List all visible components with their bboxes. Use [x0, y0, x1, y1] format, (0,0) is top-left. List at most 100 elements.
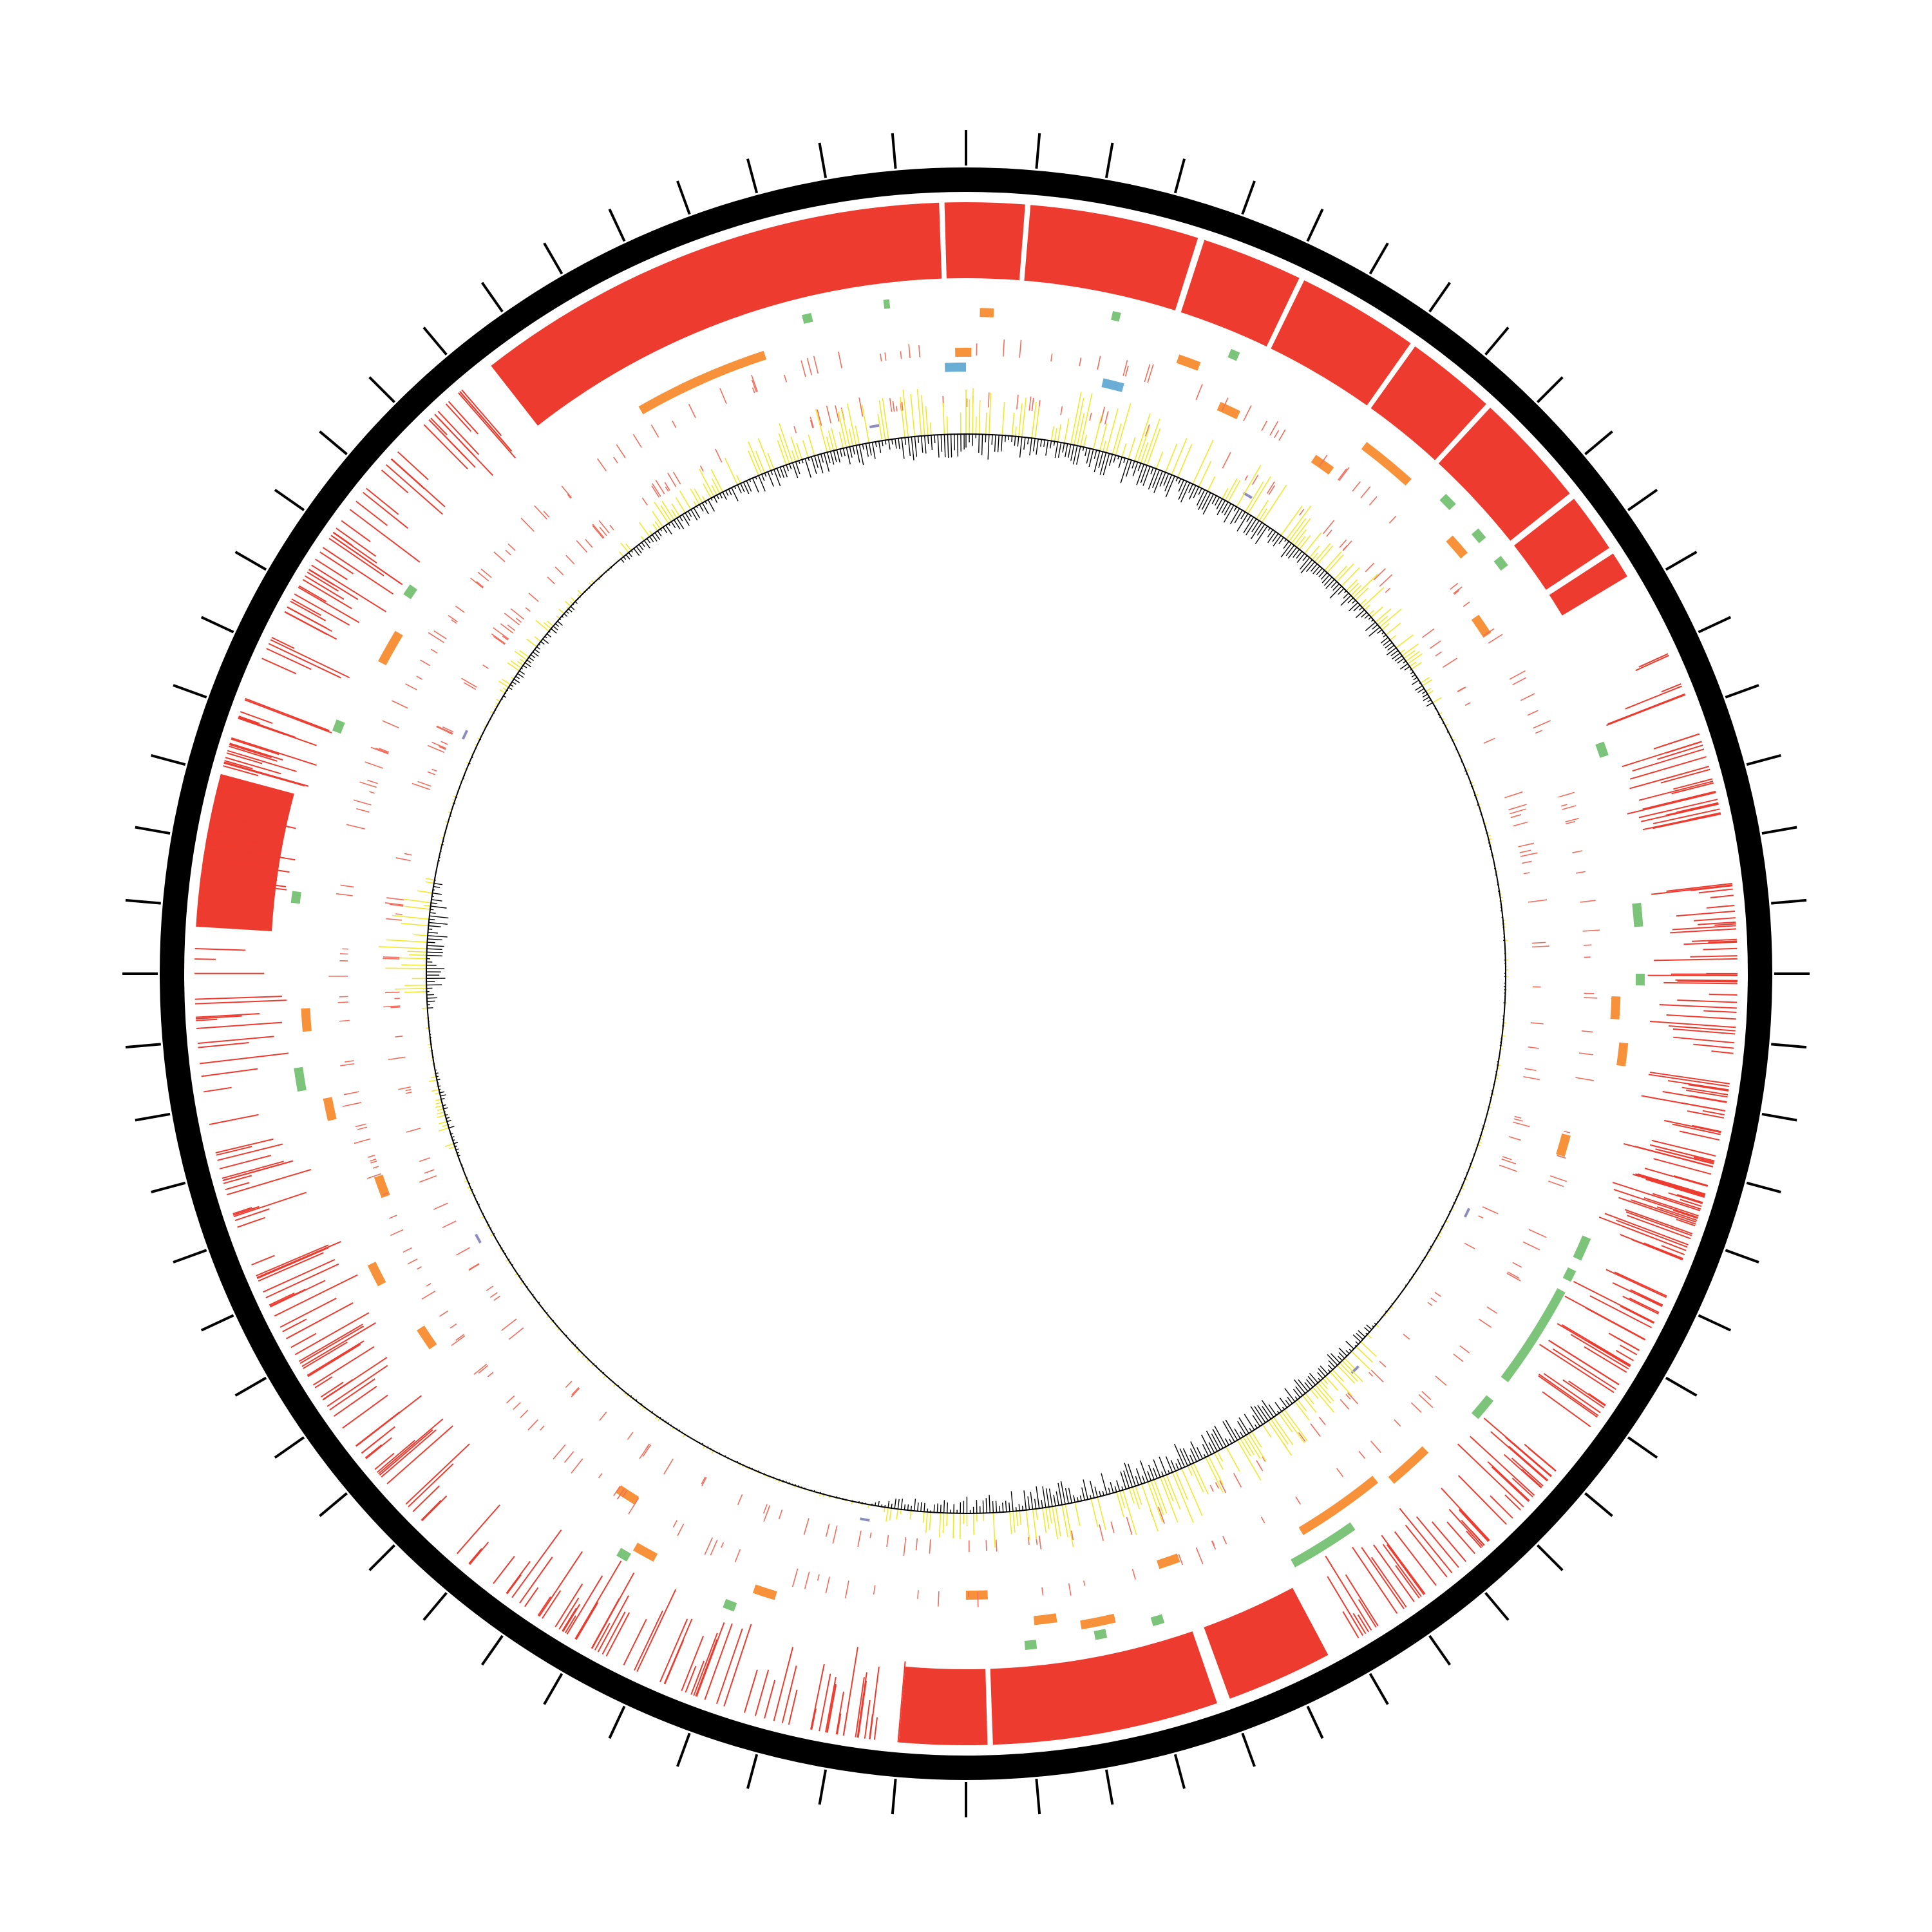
red-gene: [493, 636, 506, 645]
gc-positive-bar: [1155, 451, 1164, 469]
gc-positive-bar: [1181, 1468, 1203, 1516]
gc-positive-bar: [1171, 438, 1188, 475]
similarity-line: [1666, 882, 1732, 892]
gc-positive-bar: [1310, 1388, 1319, 1399]
gc-negative-bar: [665, 525, 672, 535]
red-gene: [1575, 1077, 1594, 1081]
similarity-line: [228, 745, 278, 762]
gc-positive-bar: [1035, 1508, 1038, 1520]
gc-positive-bar: [1355, 587, 1369, 601]
gc-positive-bar: [1364, 604, 1370, 611]
feature-mark: [1350, 1365, 1359, 1374]
gc-negative-bar: [1229, 508, 1240, 525]
red-gene: [1274, 430, 1280, 439]
red-gene: [1097, 355, 1101, 370]
red-gene: [1501, 1158, 1517, 1165]
red-gene: [1504, 791, 1523, 799]
gc-negative-bar: [1165, 1456, 1173, 1473]
gc-positive-bar: [1330, 1371, 1353, 1397]
similarity-line: [842, 1712, 848, 1736]
similarity-line: [1706, 904, 1735, 909]
gc-negative-bar: [427, 1007, 433, 1009]
gc-negative-bar: [1293, 549, 1300, 558]
similarity-line: [575, 1602, 599, 1640]
similarity-line: [1708, 940, 1737, 943]
similarity-line: [1673, 778, 1713, 790]
gc-negative-bar: [1082, 447, 1084, 451]
green-gene: [802, 312, 813, 324]
similarity-line: [1570, 1334, 1629, 1370]
similarity-line: [1650, 1021, 1736, 1028]
gc-negative-bar: [1272, 533, 1279, 542]
red-gene: [431, 741, 446, 749]
similarity-line: [562, 1604, 581, 1633]
gc-negative-bar: [427, 945, 444, 947]
similarity-line: [291, 598, 321, 616]
gc-positive-bar: [1063, 418, 1070, 444]
similarity-line: [1568, 1380, 1606, 1406]
red-gene: [388, 1056, 406, 1061]
similarity-line: [216, 790, 249, 799]
red-gene: [1580, 900, 1596, 903]
gc-positive-bar: [661, 500, 675, 520]
scale-tick: [1746, 754, 1781, 766]
gc-negative-bar: [1010, 1491, 1014, 1511]
red-gene: [395, 1036, 403, 1037]
similarity-line: [421, 1500, 442, 1521]
gc-negative-bar: [1086, 448, 1091, 464]
gc-positive-bar: [791, 450, 797, 462]
gc-negative-bar: [1325, 579, 1335, 589]
gc-positive-bar: [1159, 1477, 1179, 1523]
red-gene: [502, 636, 509, 641]
gc-negative-bar: [690, 509, 698, 521]
gc-negative-bar: [1053, 1494, 1056, 1506]
red-gene: [1518, 842, 1535, 848]
gc-positive-bar: [724, 457, 738, 486]
red-gene: [344, 1091, 359, 1095]
gc-negative-bar: [446, 1120, 451, 1122]
similarity-line: [1511, 1457, 1544, 1486]
gc-negative-bar: [1182, 1448, 1191, 1465]
gc-negative-bar: [789, 463, 792, 469]
similarity-line: [307, 1343, 361, 1378]
gc-negative-bar: [620, 558, 625, 563]
gc-positive-bar: [712, 478, 721, 494]
similarity-line-track: [194, 389, 1738, 1743]
similarity-line: [299, 1325, 365, 1364]
gc-positive-bar: [1302, 1395, 1317, 1413]
red-gene: [701, 1476, 706, 1484]
gc-negative-bar: [1177, 1459, 1182, 1469]
feature-mark: [1243, 491, 1253, 499]
gc-positive-bar: [755, 451, 766, 473]
gc-negative-bar: [530, 654, 536, 659]
feature-mark: [475, 1233, 482, 1244]
red-gene: [1566, 820, 1576, 825]
red-gene: [520, 517, 535, 532]
similarity-block: [898, 1666, 988, 1746]
gc-positive-bar: [1367, 1334, 1372, 1339]
gc-positive-bar: [1021, 397, 1027, 437]
scale-tick: [1306, 1705, 1324, 1739]
gc-negative-bar: [1338, 1356, 1343, 1361]
gc-positive-bar: [1258, 508, 1267, 521]
backbone-circle: [160, 167, 1772, 1780]
similarity-line: [1703, 947, 1738, 951]
similarity-line: [1416, 1516, 1459, 1568]
similarity-line: [205, 844, 296, 861]
gc-negative-bar: [1116, 1480, 1121, 1492]
gc-negative-bar: [1150, 467, 1154, 475]
red-gene: [1215, 1482, 1220, 1489]
red-gene: [1050, 353, 1053, 362]
gc-positive-bar: [1368, 609, 1375, 616]
similarity-line: [390, 459, 425, 489]
gc-negative-bar: [428, 928, 433, 930]
red-gene: [433, 630, 447, 639]
similarity-line: [1702, 1110, 1725, 1116]
gc-positive-bar: [1236, 464, 1262, 507]
red-gene: [616, 444, 626, 459]
red-gene: [996, 1539, 998, 1552]
similarity-line: [1656, 1179, 1706, 1195]
red-gene: [903, 1537, 907, 1557]
gc-positive-bar: [1336, 564, 1354, 582]
red-gene: [383, 958, 400, 960]
